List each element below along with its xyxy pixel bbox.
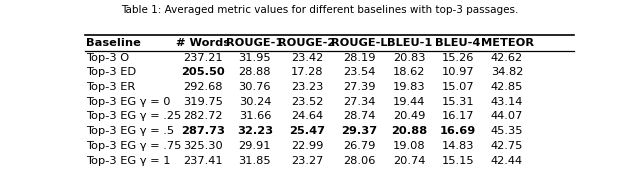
Text: 28.88: 28.88 (239, 67, 271, 77)
Text: 19.83: 19.83 (393, 82, 426, 92)
Text: Top-3 EG γ = 0: Top-3 EG γ = 0 (86, 97, 171, 107)
Text: 237.41: 237.41 (183, 156, 223, 166)
Text: 18.62: 18.62 (393, 67, 426, 77)
Text: 31.85: 31.85 (239, 156, 271, 166)
Text: 34.82: 34.82 (491, 67, 524, 77)
Text: 31.66: 31.66 (239, 111, 271, 121)
Text: 23.42: 23.42 (291, 53, 323, 63)
Text: Top-3 ER: Top-3 ER (86, 82, 136, 92)
Text: # Words: # Words (176, 38, 230, 48)
Text: 287.73: 287.73 (180, 126, 225, 136)
Text: 31.95: 31.95 (239, 53, 271, 63)
Text: 23.52: 23.52 (291, 97, 323, 107)
Text: 15.31: 15.31 (442, 97, 474, 107)
Text: 44.07: 44.07 (491, 111, 524, 121)
Text: ROUGE-2: ROUGE-2 (278, 38, 335, 48)
Text: 17.28: 17.28 (291, 67, 323, 77)
Text: 10.97: 10.97 (442, 67, 474, 77)
Text: Top-3 EG γ = .25: Top-3 EG γ = .25 (86, 111, 182, 121)
Text: 15.07: 15.07 (442, 82, 474, 92)
Text: 23.23: 23.23 (291, 82, 323, 92)
Text: 282.72: 282.72 (183, 111, 223, 121)
Text: 32.23: 32.23 (237, 126, 273, 136)
Text: BLEU-1: BLEU-1 (387, 38, 432, 48)
Text: 30.24: 30.24 (239, 97, 271, 107)
Text: 42.44: 42.44 (491, 156, 523, 166)
Text: 292.68: 292.68 (183, 82, 223, 92)
Text: 28.74: 28.74 (343, 111, 375, 121)
Text: 27.34: 27.34 (343, 97, 375, 107)
Text: 15.26: 15.26 (442, 53, 474, 63)
Text: 25.47: 25.47 (289, 126, 325, 136)
Text: Top-3 EG γ = 1: Top-3 EG γ = 1 (86, 156, 171, 166)
Text: Table 1: Averaged metric values for different baselines with top-3 passages.: Table 1: Averaged metric values for diff… (122, 5, 518, 15)
Text: 15.15: 15.15 (442, 156, 474, 166)
Text: 20.49: 20.49 (393, 111, 426, 121)
Text: 43.14: 43.14 (491, 97, 524, 107)
Text: Baseline: Baseline (86, 38, 141, 48)
Text: 29.37: 29.37 (341, 126, 377, 136)
Text: 205.50: 205.50 (181, 67, 225, 77)
Text: 20.83: 20.83 (393, 53, 426, 63)
Text: Top-3 EG γ = .75: Top-3 EG γ = .75 (86, 141, 182, 151)
Text: 20.88: 20.88 (391, 126, 428, 136)
Text: 29.91: 29.91 (239, 141, 271, 151)
Text: Top-3 O: Top-3 O (86, 53, 129, 63)
Text: 19.44: 19.44 (393, 97, 426, 107)
Text: 14.83: 14.83 (442, 141, 474, 151)
Text: 42.62: 42.62 (491, 53, 523, 63)
Text: 23.54: 23.54 (343, 67, 375, 77)
Text: 23.27: 23.27 (291, 156, 323, 166)
Text: 30.76: 30.76 (239, 82, 271, 92)
Text: ROUGE-1: ROUGE-1 (226, 38, 284, 48)
Text: 27.39: 27.39 (343, 82, 375, 92)
Text: METEOR: METEOR (481, 38, 534, 48)
Text: 325.30: 325.30 (183, 141, 223, 151)
Text: Top-3 EG γ = .5: Top-3 EG γ = .5 (86, 126, 175, 136)
Text: 16.69: 16.69 (440, 126, 476, 136)
Text: BLEU-4: BLEU-4 (435, 38, 481, 48)
Text: 16.17: 16.17 (442, 111, 474, 121)
Text: 28.06: 28.06 (343, 156, 375, 166)
Text: 19.08: 19.08 (393, 141, 426, 151)
Text: 22.99: 22.99 (291, 141, 323, 151)
Text: 28.19: 28.19 (343, 53, 375, 63)
Text: 24.64: 24.64 (291, 111, 323, 121)
Text: 42.85: 42.85 (491, 82, 524, 92)
Text: 42.75: 42.75 (491, 141, 524, 151)
Text: Top-3 ED: Top-3 ED (86, 67, 136, 77)
Text: 20.74: 20.74 (393, 156, 426, 166)
Text: 26.79: 26.79 (343, 141, 375, 151)
Text: 45.35: 45.35 (491, 126, 524, 136)
Text: 319.75: 319.75 (183, 97, 223, 107)
Text: 237.21: 237.21 (183, 53, 223, 63)
Text: ROUGE-L: ROUGE-L (331, 38, 387, 48)
